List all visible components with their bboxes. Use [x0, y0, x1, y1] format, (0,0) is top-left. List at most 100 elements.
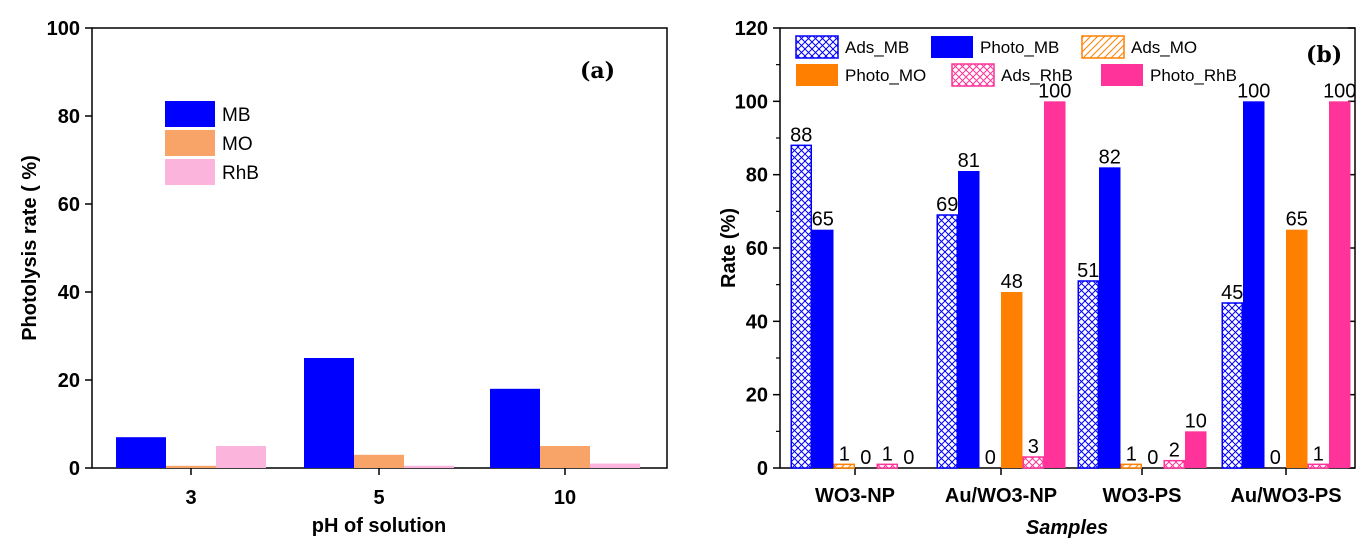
bar-b-ads-mo-wo3-ps [1120, 463, 1142, 469]
bar-b-photo-mb-au-wo3-ps [1243, 101, 1265, 468]
legend-swatch-ads-rhb [951, 63, 995, 87]
y-tick-label-b-2: 40 [746, 311, 768, 333]
data-label-b-ads-mo-wo3-ps: 1 [1126, 443, 1137, 465]
bar-a-mo-ph-3 [166, 465, 216, 468]
panel-a-y-axis: 0 20 40 60 80 100 [47, 18, 92, 480]
bar-b-ads-rhb-wo3-np [876, 463, 898, 469]
y-tick-label-b-3: 60 [746, 238, 768, 260]
panel-b-x-axis: WO3-NP Au/WO3-NP WO3-PS Au/WO3-PS [815, 468, 1342, 507]
data-label-b-photo-rhb-au-wo3-np: 100 [1038, 80, 1071, 102]
legend-label-rhb: RhB [222, 163, 259, 184]
bar-a-mo-ph-10 [540, 446, 590, 468]
data-label-b-ads-mo-au-wo3-np: 0 [985, 447, 996, 469]
bar-b-photo-mb-wo3-ps [1099, 167, 1121, 469]
bar-a-mb-ph-5 [304, 358, 354, 468]
y-tick-label-a-2: 40 [58, 282, 80, 304]
data-label-b-photo-mo-wo3-ps: 0 [1147, 447, 1158, 469]
x-tick-label-b-au-wo3-ps: Au/WO3-PS [1230, 485, 1341, 507]
legend-swatch-photo-rhb [1101, 64, 1143, 86]
bar-b-photo-rhb-au-wo3-np [1044, 101, 1066, 468]
legend-label-mb: MB [222, 105, 251, 126]
bar-a-mb-ph-3 [116, 437, 166, 468]
x-tick-label-a-5: 5 [373, 487, 384, 509]
bar-b-photo-rhb-wo3-ps [1185, 431, 1207, 468]
bar-b-photo-mo-au-wo3-ps [1286, 229, 1308, 468]
panel-b-bars [790, 101, 1351, 469]
legend-label-ads-rhb: Ads_RhB [1001, 66, 1073, 85]
y-tick-label-b-6: 120 [735, 18, 768, 40]
legend-swatch-photo-mo [796, 64, 838, 86]
bar-b-ads-mb-wo3-np [790, 144, 812, 469]
bar-b-ads-rhb-au-wo3-ps [1307, 463, 1329, 469]
y-tick-label-a-5: 100 [47, 18, 80, 40]
legend-label-ads-mo: Ads_MO [1131, 38, 1197, 57]
y-tick-label-a-4: 80 [58, 106, 80, 128]
data-label-b-photo-mb-au-wo3-np: 81 [958, 150, 980, 172]
bar-b-photo-mo-au-wo3-np [1001, 292, 1023, 468]
bar-b-ads-rhb-au-wo3-np [1022, 456, 1044, 469]
x-tick-label-b-wo3-np: WO3-NP [815, 485, 895, 507]
bar-a-rhb-ph-10 [590, 463, 640, 468]
panel-a-x-axis: 3 5 10 [185, 468, 576, 509]
data-label-b-photo-rhb-wo3-np: 0 [903, 447, 914, 469]
data-label-b-photo-mb-wo3-np: 65 [812, 209, 834, 231]
panel-a-y-axis-title: Photolysis rate ( %) [19, 155, 41, 341]
data-label-b-ads-mb-au-wo3-ps: 45 [1221, 282, 1243, 304]
panel-a-legend: MB MO RhB [165, 101, 259, 185]
data-label-b-ads-mb-au-wo3-np: 69 [936, 194, 958, 216]
legend-label-mo: MO [222, 134, 253, 155]
panel-b-y-axis-title: Rate (%) [718, 208, 740, 288]
bar-b-ads-mo-wo3-np [833, 463, 855, 469]
panel-b-tag: (b) [1306, 42, 1342, 68]
data-label-b-photo-mb-wo3-ps: 82 [1099, 146, 1121, 168]
panel-a-x-axis-title: pH of solution [312, 515, 446, 537]
bar-a-rhb-ph-3 [216, 446, 266, 468]
bar-b-ads-mb-au-wo3-np [936, 214, 958, 469]
panel-a-bars [116, 358, 640, 468]
data-label-b-photo-rhb-au-wo3-ps: 100 [1323, 80, 1356, 102]
y-tick-label-a-1: 20 [58, 370, 80, 392]
legend-label-photo-rhb: Photo_RhB [1150, 66, 1237, 85]
y-tick-label-b-5: 100 [735, 91, 768, 113]
legend-label-ads-mb: Ads_MB [845, 38, 909, 57]
x-tick-label-b-au-wo3-np: Au/WO3-NP [945, 485, 1057, 507]
bar-b-ads-mb-au-wo3-ps [1221, 302, 1243, 469]
legend-swatch-photo-mb [931, 36, 973, 58]
data-label-b-ads-mb-wo3-ps: 51 [1077, 260, 1099, 282]
data-label-b-photo-mb-au-wo3-ps: 100 [1237, 80, 1270, 102]
panel-b-legend: Ads_MB Photo_MB Ads_MO Photo_MO Ads_RhB … [795, 35, 1237, 87]
data-label-b-ads-rhb-wo3-np: 1 [882, 443, 893, 465]
bar-a-mo-ph-5 [354, 454, 404, 468]
panel-b-x-axis-title: Samples [1026, 517, 1108, 539]
bar-b-photo-rhb-au-wo3-ps [1329, 101, 1351, 468]
y-tick-label-b-1: 20 [746, 385, 768, 407]
legend-swatch-ads-mo [1081, 35, 1125, 59]
data-label-b-ads-mo-wo3-np: 1 [839, 443, 850, 465]
data-label-b-photo-mo-wo3-np: 0 [860, 447, 871, 469]
bar-a-mb-ph-10 [490, 388, 540, 468]
y-tick-label-a-0: 0 [69, 458, 80, 480]
data-label-b-photo-mo-au-wo3-np: 48 [1001, 271, 1023, 293]
y-tick-label-b-4: 80 [746, 165, 768, 187]
data-label-b-ads-rhb-wo3-ps: 2 [1169, 440, 1180, 462]
y-tick-label-a-3: 60 [58, 194, 80, 216]
bar-b-ads-mb-wo3-ps [1077, 280, 1099, 469]
legend-swatch-ads-mb [795, 35, 839, 59]
legend-swatch-mb [165, 101, 215, 127]
data-label-b-ads-mo-au-wo3-ps: 0 [1270, 447, 1281, 469]
data-label-b-photo-mo-au-wo3-ps: 65 [1286, 209, 1308, 231]
data-label-b-ads-mb-wo3-np: 88 [790, 124, 812, 146]
y-tick-label-b-0: 0 [757, 458, 768, 480]
data-label-b-ads-rhb-au-wo3-ps: 1 [1313, 443, 1324, 465]
bar-b-ads-rhb-wo3-ps [1163, 459, 1185, 469]
panel-a: 0 20 40 60 80 100 3 5 10 (a) pH of solution Pho… [19, 18, 668, 537]
panel-a-tag: (a) [580, 58, 615, 84]
legend-label-photo-mo: Photo_MO [845, 66, 926, 85]
data-label-b-ads-rhb-au-wo3-np: 3 [1028, 436, 1039, 458]
legend-swatch-rhb [165, 159, 215, 185]
legend-label-photo-mb: Photo_MB [980, 38, 1059, 57]
